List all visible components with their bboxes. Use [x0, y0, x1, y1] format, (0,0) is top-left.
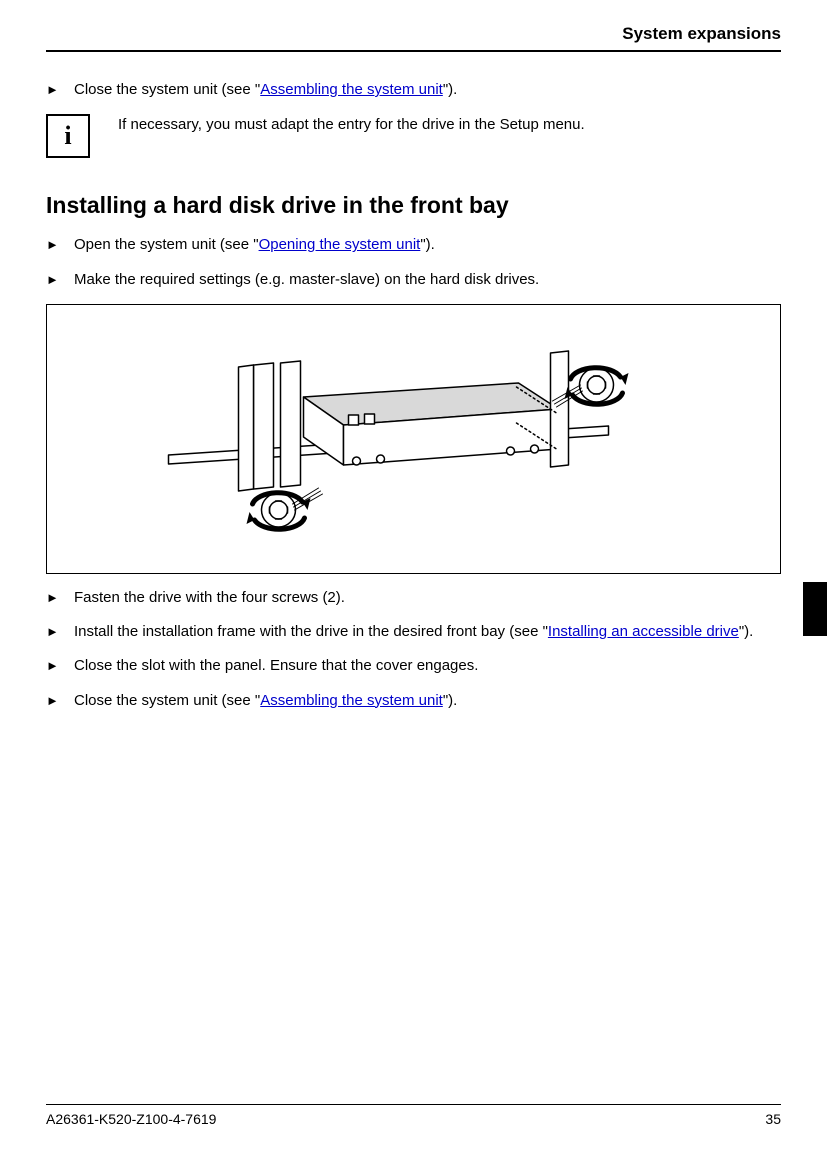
bullet-icon: ► [46, 691, 74, 710]
step-pre: Make the required settings (e.g. master-… [74, 271, 539, 288]
step-item: ► Open the system unit (see "Opening the… [46, 235, 781, 255]
bullet-icon: ► [46, 80, 74, 99]
header-rule [46, 50, 781, 52]
bullet-icon: ► [46, 656, 74, 675]
info-icon: i [46, 114, 90, 158]
step-pre: Install the installation frame with the … [74, 623, 548, 640]
step-text: Fasten the drive with the four screws (2… [74, 588, 781, 608]
step-pre: Fasten the drive with the four screws (2… [74, 589, 345, 606]
step-item: ► Close the slot with the panel. Ensure … [46, 656, 781, 676]
step-text: Close the system unit (see "Assembling t… [74, 691, 781, 711]
step-post: "). [443, 692, 458, 709]
section-heading: Installing a hard disk drive in the fron… [46, 192, 781, 219]
link-assembling-system-unit[interactable]: Assembling the system unit [260, 81, 443, 98]
step-item: ► Make the required settings (e.g. maste… [46, 270, 781, 290]
footer-doc-id: A26361-K520-Z100-4-7619 [46, 1111, 216, 1127]
link-opening-system-unit[interactable]: Opening the system unit [259, 236, 421, 253]
step-item: ► Close the system unit (see "Assembling… [46, 80, 781, 100]
step-text: Open the system unit (see "Opening the s… [74, 235, 781, 255]
footer-rule [46, 1104, 781, 1105]
info-note: i If necessary, you must adapt the entry… [46, 114, 781, 158]
step-text: Make the required settings (e.g. master-… [74, 270, 781, 290]
side-tab-marker [803, 582, 827, 636]
step-text: Close the system unit (see "Assembling t… [74, 80, 781, 100]
step-text: Install the installation frame with the … [74, 622, 781, 642]
figure-drive-install [46, 304, 781, 574]
step-pre: Close the slot with the panel. Ensure th… [74, 657, 478, 674]
info-text: If necessary, you must adapt the entry f… [118, 114, 585, 133]
step-post: "). [739, 623, 754, 640]
pre-figure-step-list: ► Open the system unit (see "Opening the… [46, 235, 781, 290]
link-installing-accessible-drive[interactable]: Installing an accessible drive [548, 623, 739, 640]
footer-page-number: 35 [765, 1111, 781, 1127]
link-assembling-system-unit-2[interactable]: Assembling the system unit [260, 692, 443, 709]
post-figure-step-list: ► Fasten the drive with the four screws … [46, 588, 781, 711]
step-post: "). [443, 81, 458, 98]
step-pre: Close the system unit (see " [74, 692, 260, 709]
step-item: ► Fasten the drive with the four screws … [46, 588, 781, 608]
step-pre: Close the system unit (see " [74, 81, 260, 98]
bullet-icon: ► [46, 588, 74, 607]
step-pre: Open the system unit (see " [74, 236, 259, 253]
step-item: ► Install the installation frame with th… [46, 622, 781, 642]
page-footer: A26361-K520-Z100-4-7619 35 [46, 1104, 781, 1127]
bullet-icon: ► [46, 270, 74, 289]
step-item: ► Close the system unit (see "Assembling… [46, 691, 781, 711]
page-header-title: System expansions [46, 24, 781, 44]
step-post: "). [420, 236, 435, 253]
top-step-list: ► Close the system unit (see "Assembling… [46, 80, 781, 100]
bullet-icon: ► [46, 622, 74, 641]
drive-diagram-svg [47, 305, 780, 573]
step-text: Close the slot with the panel. Ensure th… [74, 656, 781, 676]
bullet-icon: ► [46, 235, 74, 254]
